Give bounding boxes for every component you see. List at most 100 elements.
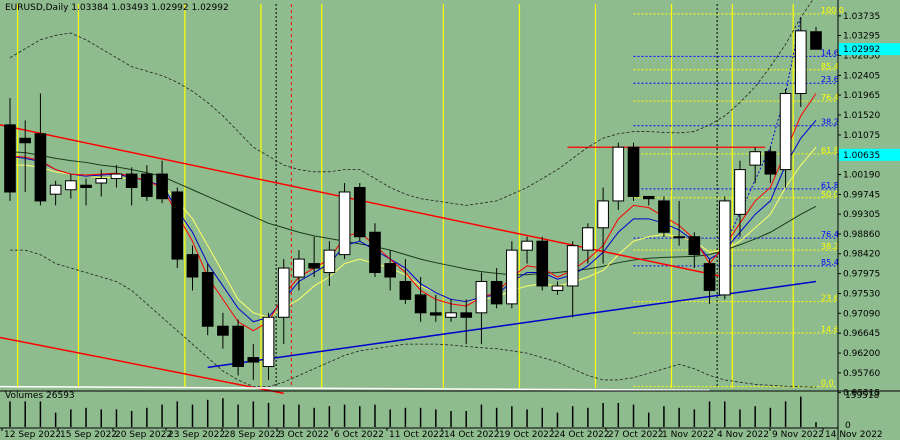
candle-body	[612, 146, 625, 202]
price-tick-label: 0.99745	[843, 190, 880, 200]
level-marker-label: 1.00635	[843, 151, 880, 161]
fib-level-label: 0.0	[821, 379, 834, 388]
fib-level-label: 14.6	[821, 325, 839, 334]
candle-body	[4, 124, 16, 193]
candle-body	[34, 133, 47, 202]
price-tick-label: 1.02850	[843, 51, 880, 61]
candle-body	[429, 312, 442, 316]
volume-axis-max: 159518	[845, 391, 880, 401]
fib-level-label: 50.0	[821, 190, 839, 199]
price-tick-label: 0.98420	[843, 250, 880, 260]
fib-level-label: 76.4	[821, 93, 839, 102]
candle-body	[399, 280, 412, 300]
price-tick-label: 0.96200	[843, 349, 880, 359]
time-tick-label: 27 Oct 2022	[608, 430, 664, 440]
fib-level-label: 100.0	[821, 6, 844, 15]
vertical-lines-layer	[17, 4, 794, 388]
current-price-label: 1.02992	[843, 45, 880, 55]
candle-body	[794, 30, 807, 95]
candle-body	[353, 186, 366, 238]
time-tick-label: 20 Sep 2022	[115, 430, 172, 440]
time-tick-label: 1 Nov 2022	[662, 430, 714, 440]
baseline-white	[0, 385, 710, 391]
volume-bars-layer	[0, 390, 900, 427]
price-tick-label: 0.98860	[843, 230, 880, 240]
trendline-blue-dotted	[724, 17, 802, 246]
candle-body	[718, 200, 731, 296]
volume-label: Volumes 26593	[5, 391, 75, 401]
fib-level-label: 38.2	[821, 118, 839, 127]
candle-body	[19, 137, 32, 144]
time-tick-label: 24 Oct 2022	[554, 430, 610, 440]
candle-body	[80, 184, 92, 188]
symbol-info: EURUSD,Daily 1.03384 1.03493 1.02992 1.0…	[5, 3, 229, 13]
candle-body	[779, 93, 792, 171]
candle-body	[156, 173, 168, 200]
candle-body	[734, 169, 746, 215]
candles-layer	[4, 17, 822, 380]
price-axis-layer: 1.03735 1.03295 1.02850 1.02405 1.01965 1.015…	[837, 0, 900, 440]
bollinger-bands-layer	[9, 0, 817, 388]
price-tick-label: 1.00190	[843, 171, 880, 181]
candle-body	[186, 254, 199, 278]
candle-body	[338, 191, 351, 256]
time-tick-label: 4 Nov 2022	[717, 430, 769, 440]
candle-body	[490, 280, 503, 305]
time-tick-label: 15 Sep 2022	[60, 430, 117, 440]
fib-level-label: 85.4	[821, 258, 839, 267]
fib-level-label: 76.4	[821, 230, 839, 239]
price-tick-label: 0.95315	[843, 389, 880, 399]
candle-body	[627, 146, 640, 197]
price-tick-label: 1.01075	[843, 131, 880, 141]
time-tick-label: 14 Oct 2022	[444, 430, 500, 440]
candle-body	[810, 31, 822, 50]
candle-body	[475, 280, 488, 314]
candle-body	[171, 191, 184, 260]
time-tick-label: 14 Nov 2022	[825, 430, 883, 440]
candle-body	[49, 184, 62, 195]
candle-body	[688, 236, 701, 256]
fib-level-label: 85.4	[821, 62, 839, 71]
candle-body	[566, 245, 579, 287]
trendline-red-lower	[0, 336, 284, 395]
candle-body	[141, 173, 153, 197]
candle-body	[460, 312, 473, 318]
candle-body	[703, 263, 716, 291]
time-tick-label: 11 Oct 2022	[389, 430, 445, 440]
time-tick-label: 12 Sep 2022	[4, 430, 61, 440]
level-marker-box	[839, 148, 900, 161]
fib-level-label: 38.2	[821, 242, 839, 251]
candle-body	[95, 178, 108, 184]
price-tick-label: 1.01520	[843, 111, 880, 121]
moving-average-ma_black	[9, 151, 817, 276]
candle-body	[262, 316, 275, 368]
price-tick-label: 1.01965	[843, 91, 880, 101]
fib-level-label: 61.8	[821, 181, 839, 190]
fib-level-label: 23.6	[821, 75, 839, 84]
time-tick-label: 28 Sep 2022	[224, 430, 281, 440]
candle-body	[673, 236, 685, 239]
candle-body	[232, 325, 244, 368]
time-tick-label: 6 Oct 2022	[334, 430, 384, 440]
candle-body	[764, 151, 777, 175]
candle-body	[293, 258, 305, 278]
candle-body	[323, 249, 336, 274]
current-price-box	[839, 43, 900, 56]
time-tick-label: 3 Oct 2022	[279, 430, 329, 440]
candle-body	[201, 272, 214, 327]
time-tick-label: 23 Sep 2022	[168, 430, 225, 440]
candle-body	[506, 249, 518, 305]
price-tick-label: 1.03295	[843, 32, 880, 42]
candle-body	[658, 200, 670, 233]
fib-level-label: 61.8	[821, 146, 839, 155]
candle-body	[125, 173, 138, 188]
fibonacci-layer: 100.014.685.423.676.438.261.861.850.076.…	[567, 6, 844, 388]
candle-body	[414, 294, 427, 314]
candle-body	[384, 263, 397, 278]
time-tick-label: 19 Oct 2022	[499, 430, 555, 440]
candle-body	[597, 200, 609, 229]
candle-body	[749, 151, 761, 166]
candle-body	[551, 285, 564, 291]
